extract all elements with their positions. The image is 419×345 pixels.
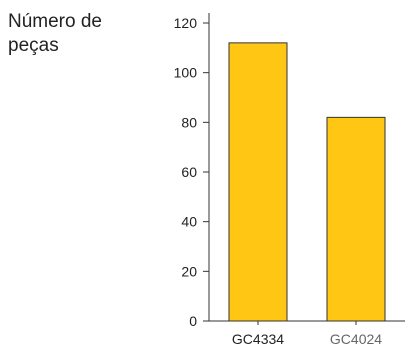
- y-tick-label: 60: [181, 164, 197, 180]
- y-axis: 0 20 40 60 80 100 120: [174, 13, 210, 329]
- y-tick-label: 0: [189, 313, 197, 329]
- category-label: GC4024: [330, 331, 382, 345]
- category-labels: GC4334 GC4024: [232, 331, 382, 345]
- bar: [326, 116, 386, 322]
- y-tick-label: 20: [181, 263, 197, 279]
- y-tick-label: 120: [174, 15, 198, 31]
- bars: [228, 42, 386, 322]
- x-axis: [209, 320, 405, 325]
- category-label: GC4334: [232, 331, 284, 345]
- y-tick-label: 40: [181, 214, 197, 230]
- bar: [228, 42, 288, 322]
- y-axis-label: Número de peças: [8, 11, 102, 56]
- y-tick-label: 100: [174, 65, 198, 81]
- y-tick-label: 80: [181, 114, 197, 130]
